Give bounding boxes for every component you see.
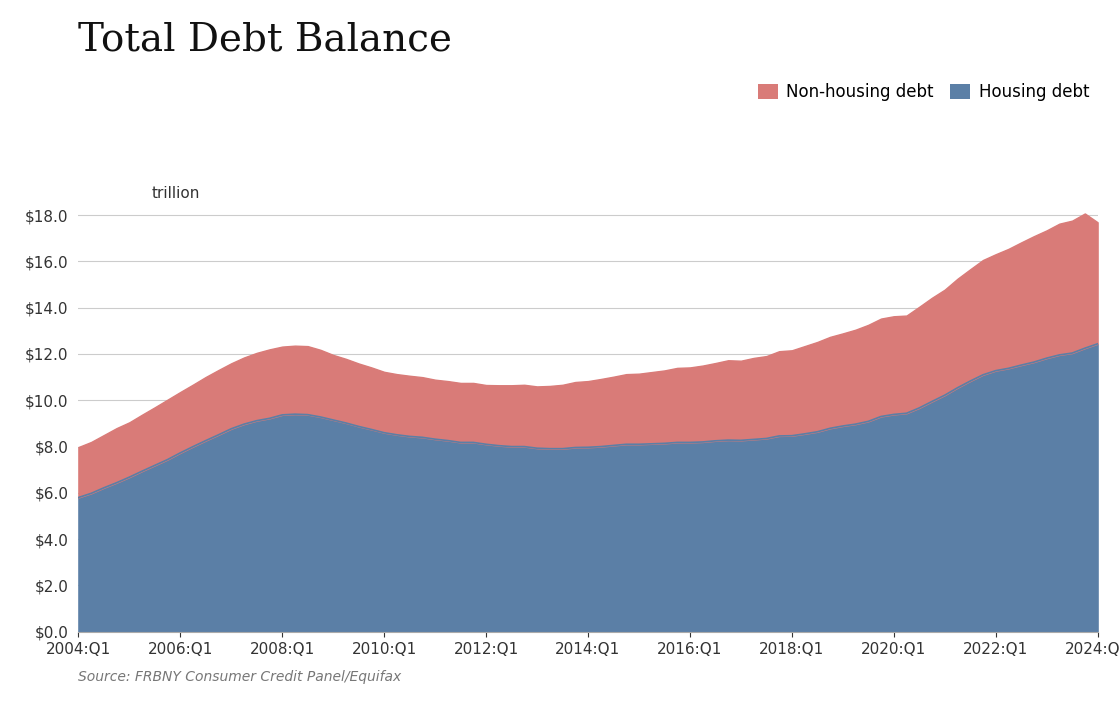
Text: Source: FRBNY Consumer Credit Panel/Equifax: Source: FRBNY Consumer Credit Panel/Equi… <box>78 670 402 684</box>
Text: trillion: trillion <box>151 185 199 201</box>
Text: Total Debt Balance: Total Debt Balance <box>78 21 452 58</box>
Legend: Non-housing debt, Housing debt: Non-housing debt, Housing debt <box>758 83 1090 101</box>
